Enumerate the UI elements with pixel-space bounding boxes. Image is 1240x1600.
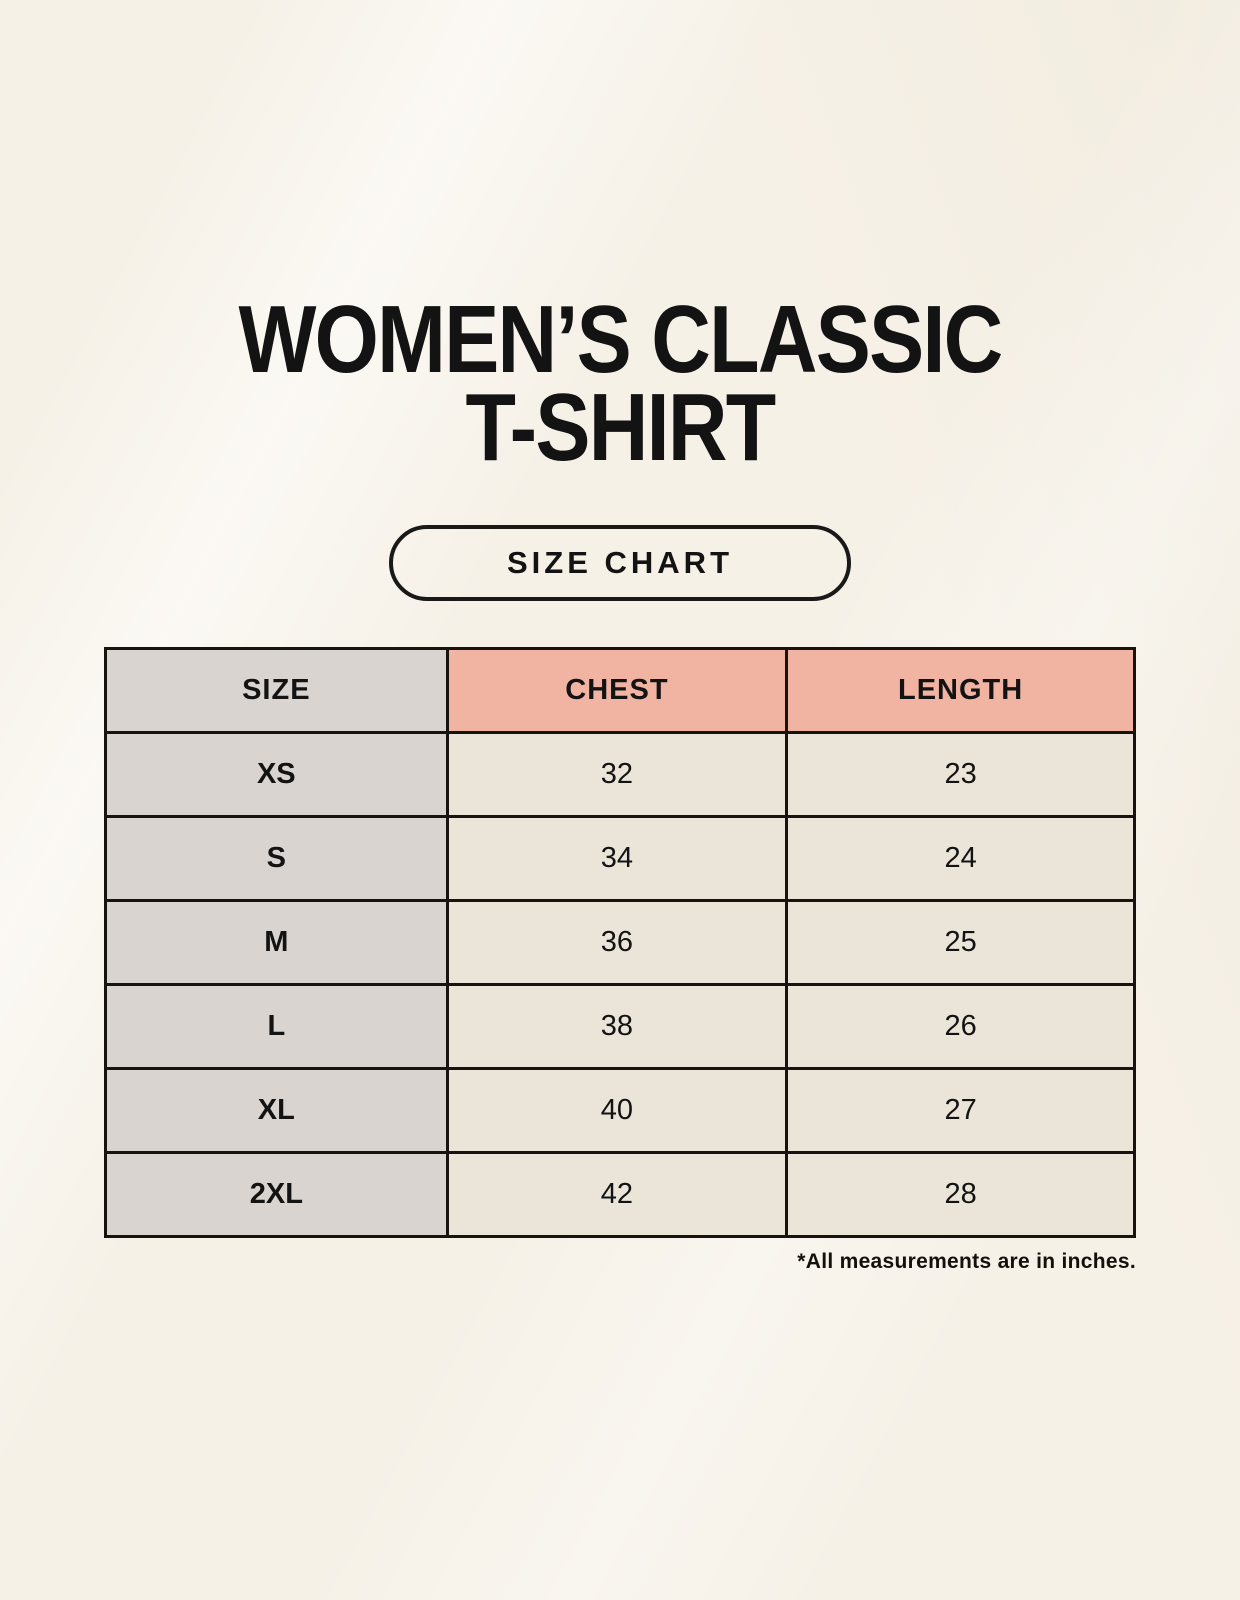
size-chart-table-container: SIZE CHEST LENGTH XS 32 23 S 34 24 M: [104, 646, 1136, 1238]
header-cell-size: SIZE: [104, 646, 449, 734]
measurements-footnote: *All measurements are in inches.: [797, 1249, 1136, 1273]
length-value: 27: [785, 1066, 1136, 1154]
product-title: WOMEN’S CLASSIC T-SHIRT: [87, 292, 1153, 476]
table-row-xl: XL 40 27: [104, 1066, 1136, 1154]
header-cell-chest: CHEST: [445, 646, 789, 734]
chest-value: 40: [445, 1066, 789, 1154]
chest-value: 36: [445, 898, 789, 986]
size-chart-button-row: SIZE CHART: [0, 524, 1240, 601]
size-label: S: [104, 814, 449, 902]
size-label: M: [104, 898, 449, 986]
size-label: L: [104, 982, 449, 1070]
table-row-l: L 38 26: [104, 982, 1136, 1070]
product-title-line1: WOMEN’S CLASSIC: [238, 286, 1003, 393]
size-label: XS: [104, 730, 449, 818]
chest-value: 34: [445, 814, 789, 902]
size-chart-table: SIZE CHEST LENGTH XS 32 23 S 34 24 M: [104, 646, 1136, 1238]
size-chart-button[interactable]: SIZE CHART: [389, 524, 851, 601]
length-value: 23: [785, 730, 1136, 818]
header-cell-length: LENGTH: [785, 646, 1136, 734]
header-row: SIZE CHEST LENGTH: [104, 646, 1136, 734]
table-row-m: M 36 25: [104, 898, 1136, 986]
chest-value: 42: [445, 1150, 789, 1238]
chest-value: 32: [445, 730, 789, 818]
product-title-line2: T-SHIRT: [465, 374, 776, 482]
length-value: 25: [785, 898, 1136, 986]
table-row-xs: XS 32 23: [104, 730, 1136, 818]
length-value: 24: [785, 814, 1136, 902]
length-value: 28: [785, 1150, 1136, 1238]
length-value: 26: [785, 982, 1136, 1070]
size-label: 2XL: [104, 1150, 449, 1238]
table-row-2xl: 2XL 42 28: [104, 1150, 1136, 1238]
table-row-s: S 34 24: [104, 814, 1136, 902]
size-label: XL: [104, 1066, 449, 1154]
chest-value: 38: [445, 982, 789, 1070]
